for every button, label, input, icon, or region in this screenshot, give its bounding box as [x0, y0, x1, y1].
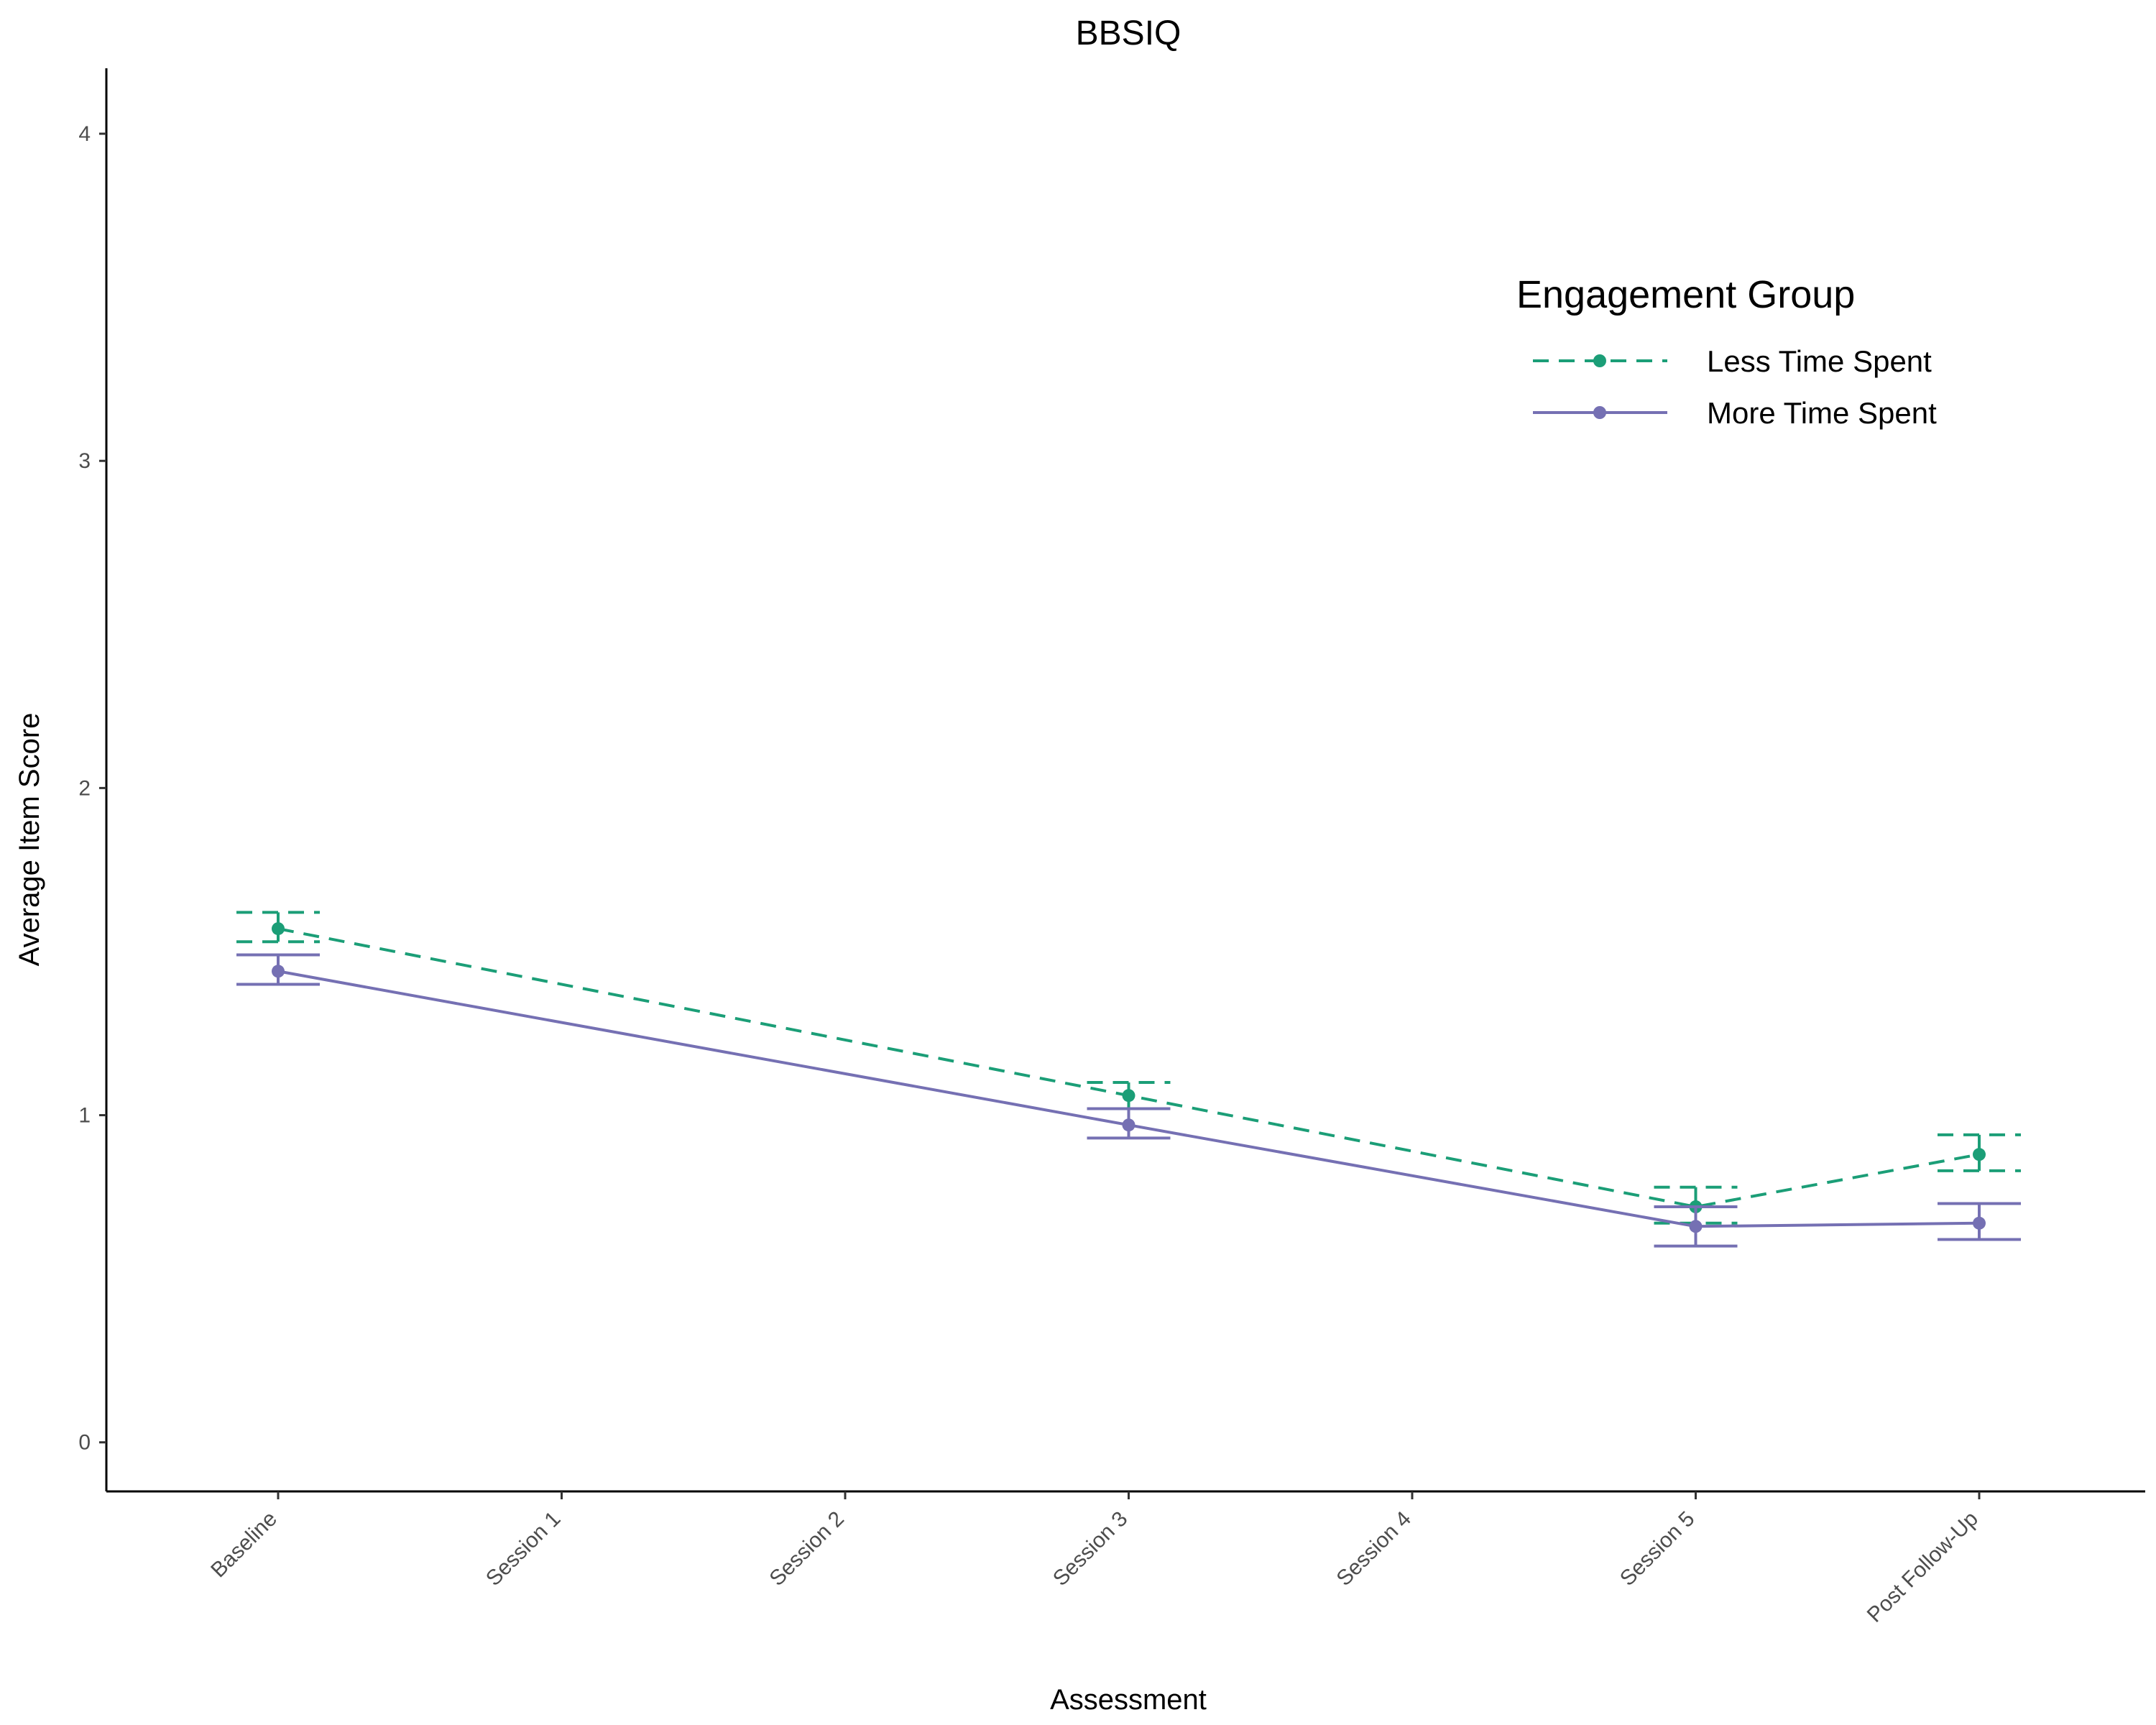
y-tick-label: 1	[78, 1104, 91, 1128]
y-axis: 0 1 2 3 4	[78, 68, 108, 1491]
legend-marker	[1593, 354, 1606, 367]
x-tick-label: Session 1	[482, 1507, 565, 1591]
plot-series	[236, 911, 2021, 1248]
y-tick-label: 0	[78, 1431, 91, 1455]
legend-label: More Time Spent	[1707, 396, 1937, 430]
series-line	[277, 970, 1980, 1228]
y-tick-label: 4	[78, 122, 91, 146]
series-group	[236, 911, 2021, 1225]
x-tick-label: Session 2	[765, 1507, 848, 1591]
x-axis: Baseline Session 1 Session 2 Session 3 Sessi…	[106, 1490, 2145, 1627]
data-point	[1973, 1148, 1986, 1162]
legend-label: Less Time Spent	[1707, 344, 1932, 378]
data-point	[1689, 1220, 1703, 1233]
series-group	[236, 953, 2021, 1248]
data-point	[1973, 1216, 1986, 1230]
series-line	[277, 927, 1980, 1209]
legend-item: Less Time Spent	[1533, 344, 1932, 378]
x-tick-label: Baseline	[206, 1507, 282, 1583]
data-point	[1122, 1089, 1135, 1103]
x-tick-label: Session 3	[1049, 1507, 1132, 1591]
legend-title: Engagement Group	[1516, 273, 1855, 316]
legend-items: Less Time Spent More Time Spent	[1533, 344, 1937, 430]
y-axis-title: Average Item Score	[14, 713, 45, 967]
data-point	[272, 965, 285, 978]
y-tick-label: 2	[78, 776, 91, 800]
legend-marker	[1593, 406, 1606, 419]
x-axis-title: Assessment	[1050, 1684, 1207, 1716]
data-point	[1122, 1118, 1135, 1132]
chart-title: BBSIQ	[1076, 14, 1181, 52]
x-tick-label: Session 5	[1616, 1507, 1699, 1591]
x-tick-label: Session 4	[1332, 1507, 1415, 1591]
y-tick-label: 3	[78, 449, 91, 473]
data-point	[272, 922, 285, 936]
legend: Engagement Group Less Time Spent More Tim…	[1516, 273, 1937, 430]
x-tick-label: Post Follow-Up	[1863, 1507, 1983, 1627]
legend-item: More Time Spent	[1533, 396, 1937, 430]
